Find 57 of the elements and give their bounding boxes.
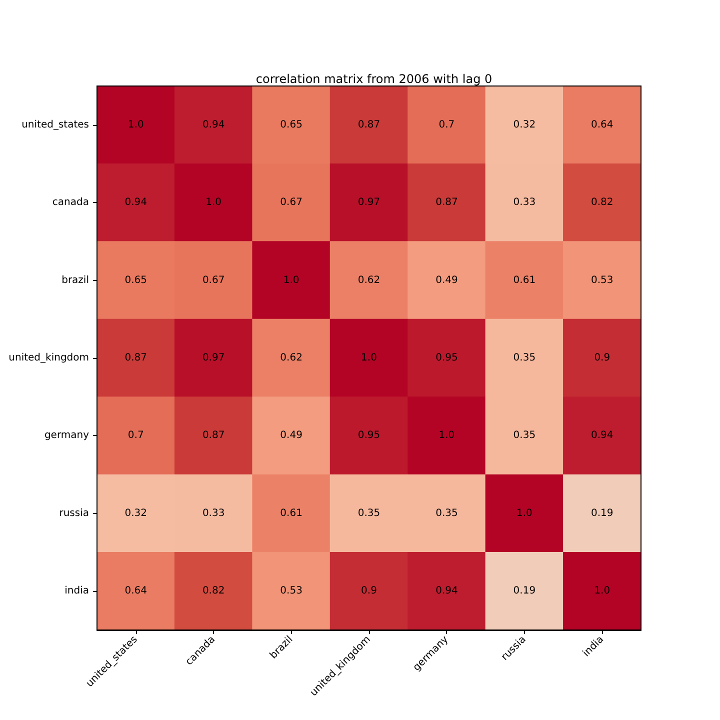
data-label: 0.19 — [591, 508, 614, 519]
data-label: 0.62 — [358, 274, 380, 286]
data-label: 0.19 — [513, 586, 536, 597]
data-label: 0.82 — [591, 197, 614, 208]
data-label: 0.7 — [438, 119, 455, 130]
data-label: 0.33 — [513, 197, 536, 208]
data-label: 0.82 — [202, 586, 225, 597]
data-label: 0.61 — [513, 274, 536, 286]
data-label: 0.32 — [513, 119, 536, 130]
data-label: 0.49 — [280, 430, 302, 442]
y-tick-label: brazil — [62, 274, 89, 286]
data-label: 1.0 — [206, 197, 222, 208]
data-label: 0.53 — [591, 274, 614, 286]
data-label: 1.0 — [594, 586, 610, 597]
data-label: 0.64 — [591, 119, 614, 130]
data-label: 0.94 — [591, 430, 614, 442]
y-tick-label: india — [64, 586, 89, 597]
data-label: 0.94 — [202, 119, 225, 130]
data-label: 1.0 — [361, 352, 377, 364]
data-label: 0.94 — [436, 586, 458, 597]
data-label: 0.49 — [436, 274, 458, 286]
data-label: 0.9 — [594, 352, 610, 364]
y-tick-label: germany — [44, 430, 90, 442]
data-label: 0.65 — [280, 119, 302, 130]
data-label: 0.87 — [124, 352, 147, 364]
data-label: 0.61 — [280, 508, 302, 519]
y-tick-label: russia — [59, 508, 89, 519]
data-label: 0.9 — [361, 586, 377, 597]
y-tick-label: united_states — [22, 119, 89, 130]
data-label: 1.0 — [516, 508, 532, 519]
data-label: 0.97 — [202, 352, 225, 364]
data-label: 0.53 — [280, 586, 302, 597]
data-label: 0.35 — [513, 430, 536, 442]
data-label: 0.87 — [358, 119, 380, 130]
data-label: 0.87 — [202, 430, 225, 442]
data-label: 0.95 — [436, 352, 458, 364]
data-label: 0.62 — [280, 352, 302, 364]
data-label: 0.67 — [202, 274, 225, 286]
data-label: 0.94 — [124, 197, 147, 208]
data-label: 0.32 — [124, 508, 147, 519]
data-label: 0.65 — [124, 274, 147, 286]
data-label: 0.95 — [358, 430, 380, 442]
data-label: 0.35 — [436, 508, 458, 519]
data-label: 1.0 — [438, 430, 455, 442]
data-label: 0.87 — [436, 197, 458, 208]
data-label: 0.35 — [358, 508, 380, 519]
data-label: 0.35 — [513, 352, 536, 364]
data-label: 0.64 — [124, 586, 147, 597]
y-tick-label: canada — [52, 197, 89, 208]
chart-title: correlation matrix from 2006 with lag 0 — [256, 72, 492, 86]
data-label: 0.97 — [358, 197, 380, 208]
data-label: 0.67 — [280, 197, 302, 208]
data-label: 1.0 — [283, 274, 300, 286]
data-label: 0.33 — [202, 508, 225, 519]
y-tick-label: united_kingdom — [8, 352, 89, 364]
data-label: 0.7 — [128, 430, 144, 442]
data-label: 1.0 — [128, 119, 144, 130]
